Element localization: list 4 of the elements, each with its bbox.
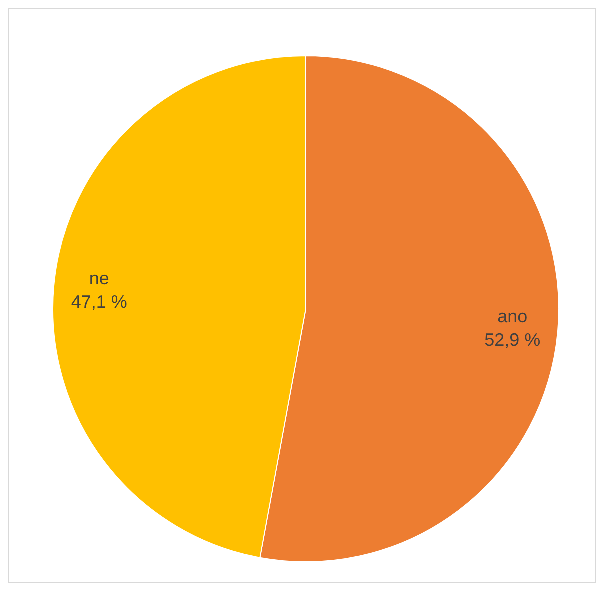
data-label: 52,9 % — [484, 330, 541, 350]
data-label: 47,1 % — [71, 292, 128, 312]
slice-label: ano — [498, 306, 528, 326]
slice-label: ne — [89, 268, 110, 289]
